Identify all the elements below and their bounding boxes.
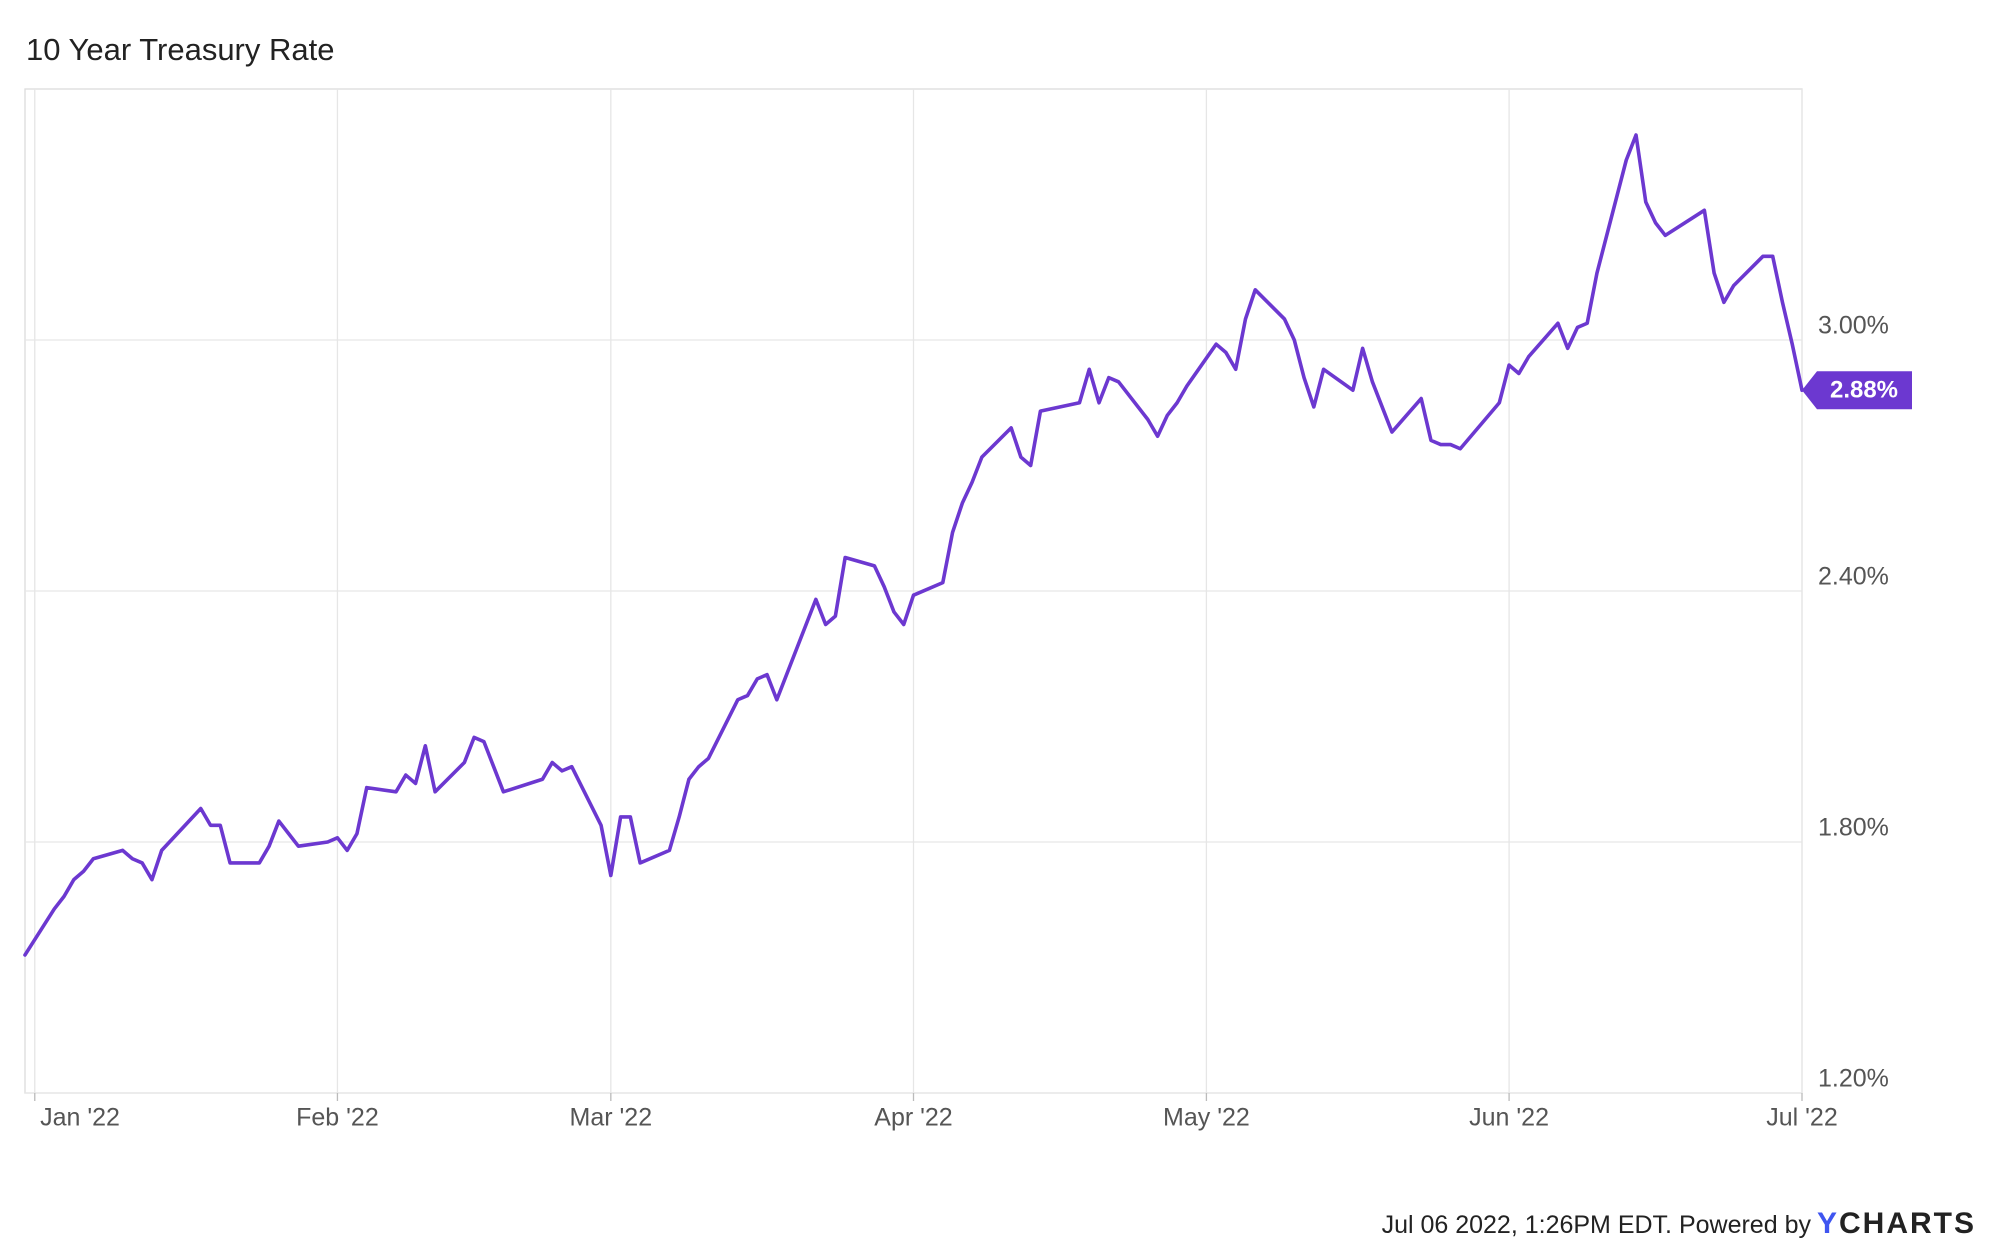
y-tick-label: 1.20% (1818, 1065, 1889, 1093)
value-label: 2.88% (1830, 377, 1898, 404)
y-tick-label: 3.00% (1818, 312, 1889, 340)
x-tick-label: Mar '22 (570, 1104, 653, 1132)
x-tick-label: Apr '22 (874, 1104, 952, 1132)
data-line (23, 133, 1804, 957)
brand-logo: YCHARTS (1816, 1207, 1976, 1240)
x-tick-label: Feb '22 (296, 1104, 379, 1132)
badge-shape (1802, 371, 1912, 410)
x-tick-label: Jun '22 (1469, 1104, 1549, 1132)
y-tick-label: 2.40% (1818, 563, 1889, 591)
x-tick-label: May '22 (1163, 1104, 1250, 1132)
x-tick-label: Jan '22 (40, 1104, 120, 1132)
last-value-badge: 2.88% (1802, 371, 1912, 410)
x-tick-label: Jul '22 (1766, 1104, 1837, 1132)
footer: Jul 06 2022, 1:26PM EDT. Powered by YCHAR… (1382, 1207, 1976, 1241)
footer-text: Jul 06 2022, 1:26PM EDT. Powered by (1381, 1211, 1811, 1239)
chart-title: 10 Year Treasury Rate (26, 32, 334, 67)
y-tick-label: 1.80% (1818, 814, 1889, 842)
